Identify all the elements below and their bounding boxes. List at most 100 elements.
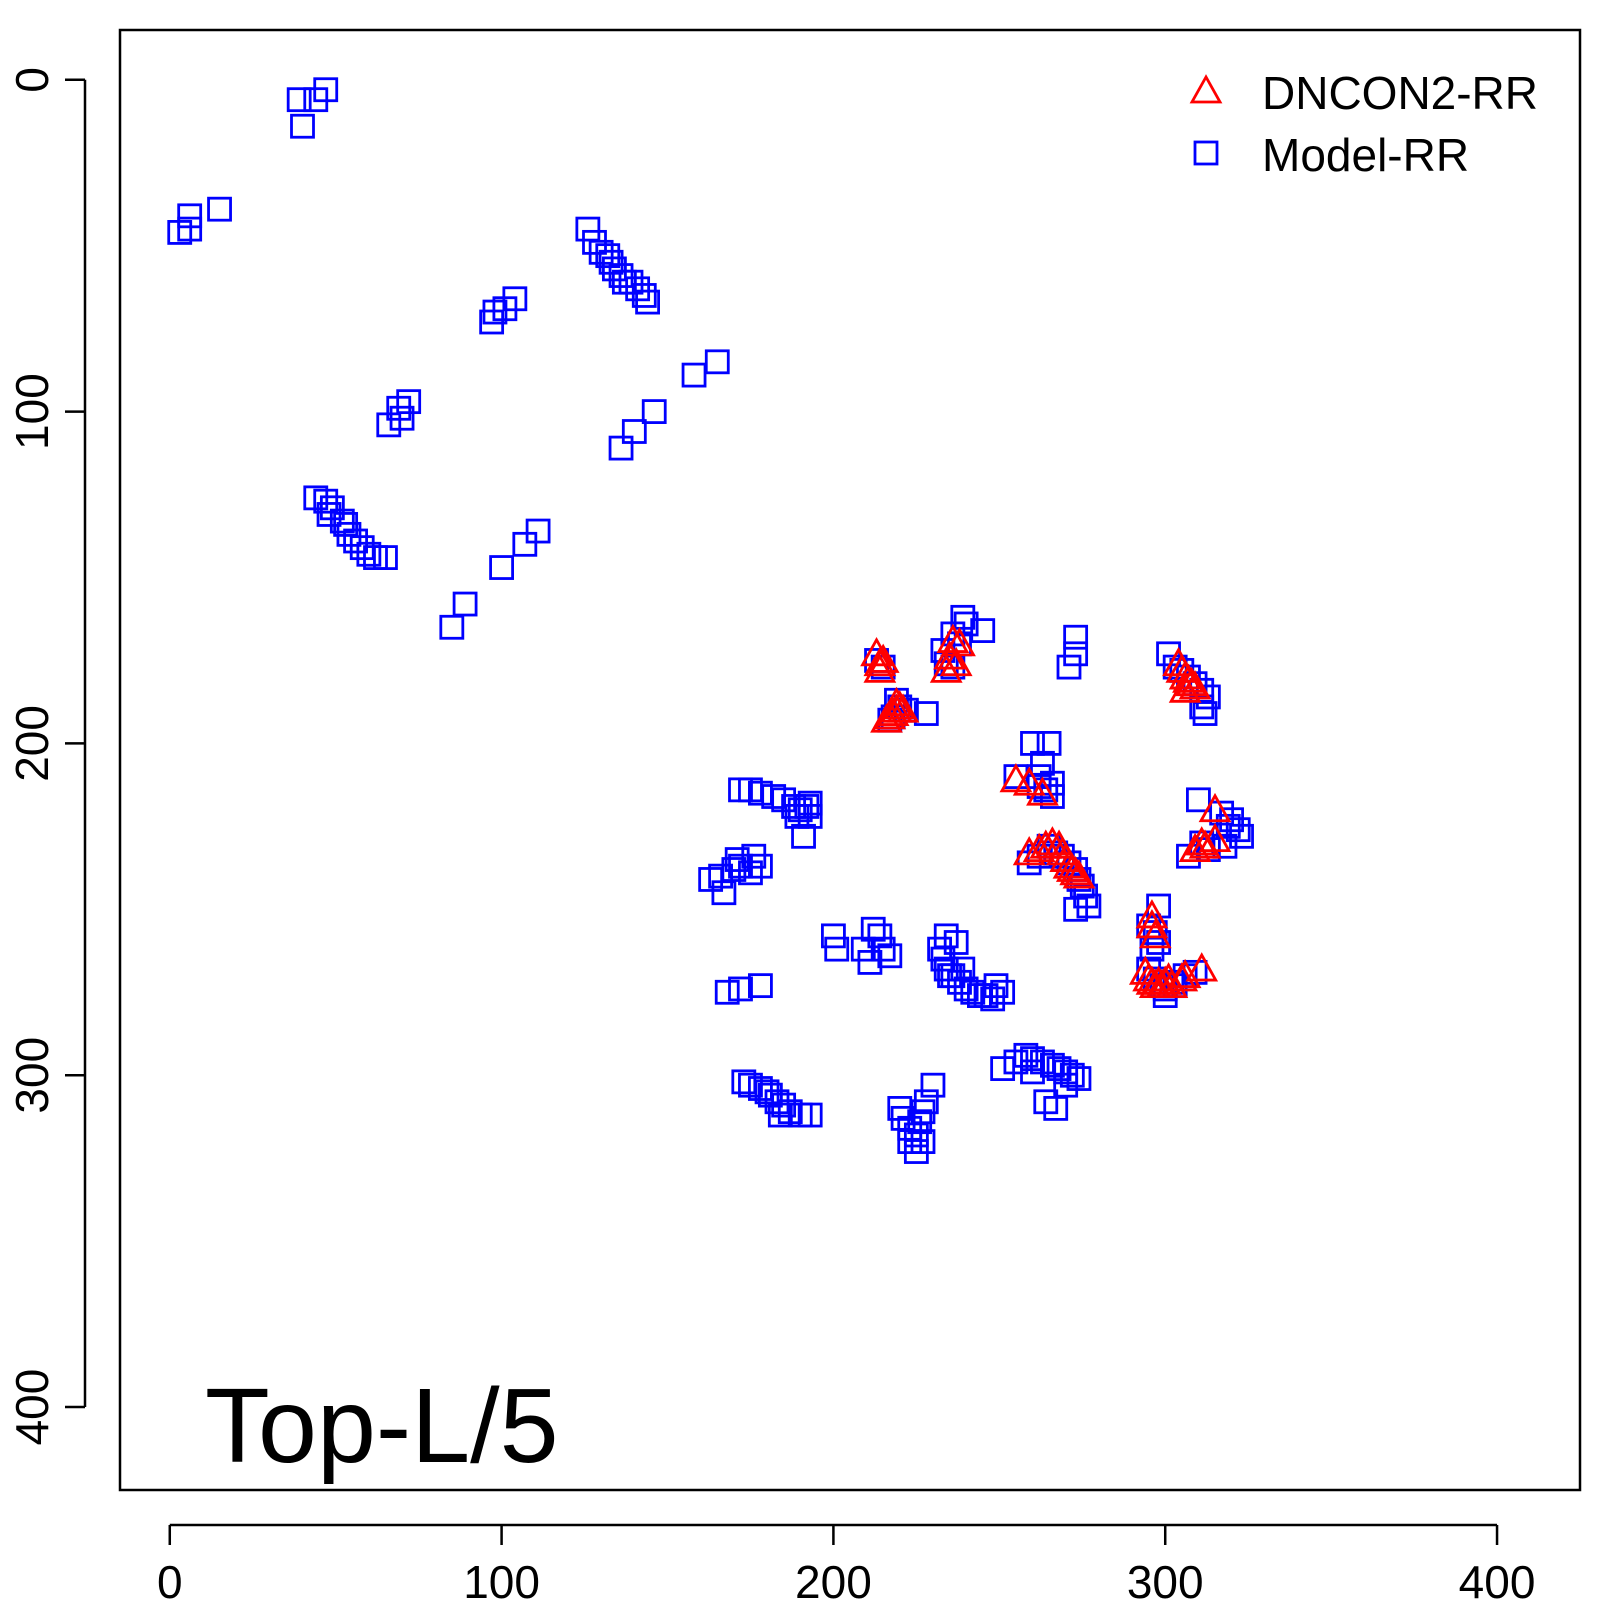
plot-frame: [118, 28, 1582, 1492]
model-rr-point: [1020, 1059, 1045, 1085]
x-tick-label: 400: [1459, 1556, 1536, 1600]
model-rr-point: [698, 867, 724, 892]
legend-triangle-marker: [1189, 74, 1223, 104]
model-rr-point: [990, 1056, 1016, 1081]
x-tick-label: 0: [157, 1556, 183, 1600]
model-rr-point: [641, 399, 667, 424]
x-axis: 0 100 200 300 400: [157, 1523, 1536, 1600]
y-tick-label: 200: [6, 705, 58, 782]
model-rr-point: [857, 950, 883, 975]
x-tick-label: 300: [1127, 1556, 1204, 1600]
series-dncon2-rr: [860, 623, 1232, 999]
model-rr-point: [1036, 731, 1062, 756]
model-rr-point: [575, 216, 601, 242]
model-rr-point: [376, 412, 402, 438]
model-rr-point: [711, 880, 737, 906]
model-rr-point: [933, 956, 959, 982]
model-rr-point: [943, 930, 969, 955]
model-rr-point: [1225, 817, 1251, 843]
model-rr-point: [797, 804, 823, 829]
dncon2-rr-point: [1026, 776, 1059, 806]
legend-square-marker: [1193, 140, 1219, 166]
dncon2-rr-point: [1138, 918, 1172, 949]
model-rr-point: [1033, 1089, 1059, 1115]
model-rr-point: [1013, 1042, 1039, 1068]
model-rr-point: [1182, 959, 1208, 985]
model-rr-point: [728, 976, 753, 1002]
model-rr-point: [741, 843, 767, 869]
model-rr-point: [970, 618, 996, 643]
model-rr-point: [635, 289, 660, 315]
model-rr-point: [1146, 930, 1171, 955]
model-rr-point: [791, 823, 816, 849]
dncon2-rr-point: [1168, 673, 1202, 703]
legend-label: DNCON2-RR: [1262, 67, 1538, 119]
model-rr-point: [512, 531, 538, 557]
legend: DNCON2-RR Model-RR: [1189, 67, 1538, 181]
model-rr-point: [631, 283, 657, 308]
model-rr-point: [356, 541, 382, 567]
dncon2-rr-point: [933, 640, 966, 670]
dncon2-rr-point: [1178, 832, 1212, 862]
dncon2-rr-point: [1012, 766, 1046, 796]
model-rr-point: [870, 936, 896, 962]
model-rr-point: [489, 555, 514, 580]
model-rr-point: [1076, 893, 1102, 919]
model-rr-point: [290, 113, 315, 139]
dncon2-rr-point: [1062, 859, 1096, 889]
model-rr-point: [1056, 654, 1082, 680]
data-points: [167, 77, 1254, 1164]
dncon2-rr-point: [870, 703, 903, 733]
y-tick-label: 400: [6, 1369, 58, 1446]
model-rr-point: [704, 349, 730, 375]
model-rr-point: [920, 1072, 946, 1098]
model-rr-point: [167, 220, 193, 245]
y-axis: 0 100 200 300 400: [6, 67, 87, 1446]
model-rr-point: [479, 309, 505, 335]
model-rr-point: [953, 976, 979, 1002]
dncon2-rr-point: [1135, 909, 1169, 939]
x-tick-label: 200: [795, 1556, 872, 1600]
model-rr-point: [821, 923, 846, 949]
model-rr-point: [439, 614, 465, 640]
model-rr-point: [1063, 624, 1089, 650]
dncon2-rr-point: [1185, 952, 1219, 982]
model-rr-point: [767, 1102, 793, 1128]
dncon2-rr-point: [929, 653, 963, 683]
model-rr-point: [877, 943, 903, 969]
dncon2-rr-point: [863, 653, 897, 683]
dncon2-rr-point: [866, 643, 900, 673]
model-rr-point: [824, 936, 850, 962]
model-rr-point: [608, 435, 634, 461]
y-tick-label: 300: [6, 1037, 58, 1114]
x-tick-label: 100: [463, 1556, 540, 1600]
dncon2-rr-point: [1022, 832, 1056, 862]
model-rr-point: [681, 362, 707, 388]
model-rr-point: [595, 243, 621, 269]
model-rr-point: [303, 87, 329, 113]
dncon2-rr-point: [880, 686, 913, 716]
model-rr-point: [286, 87, 312, 113]
model-rr-point: [748, 973, 773, 999]
panel-label: Top-L/5: [205, 1367, 559, 1485]
model-rr-point: [329, 508, 355, 534]
model-rr-point: [1063, 641, 1089, 667]
y-tick-label: 0: [6, 67, 58, 93]
legend-label: Model-RR: [1262, 129, 1469, 181]
model-rr-point: [336, 521, 362, 547]
model-rr-point: [1186, 787, 1211, 813]
model-rr-point: [313, 488, 339, 514]
model-rr-point: [1066, 1066, 1092, 1091]
model-rr-point: [525, 518, 551, 544]
model-rr-point: [389, 405, 415, 431]
model-rr-point: [903, 1139, 929, 1164]
dncon2-rr-point: [1185, 826, 1219, 856]
model-rr-point: [1146, 893, 1171, 919]
model-rr-point: [343, 528, 368, 554]
model-rr-point: [1053, 1059, 1079, 1085]
model-rr-point: [913, 701, 939, 726]
model-rr-point: [1063, 896, 1089, 922]
model-rr-point: [714, 979, 740, 1005]
dncon2-rr-point: [1198, 792, 1232, 823]
model-rr-point: [373, 545, 398, 570]
